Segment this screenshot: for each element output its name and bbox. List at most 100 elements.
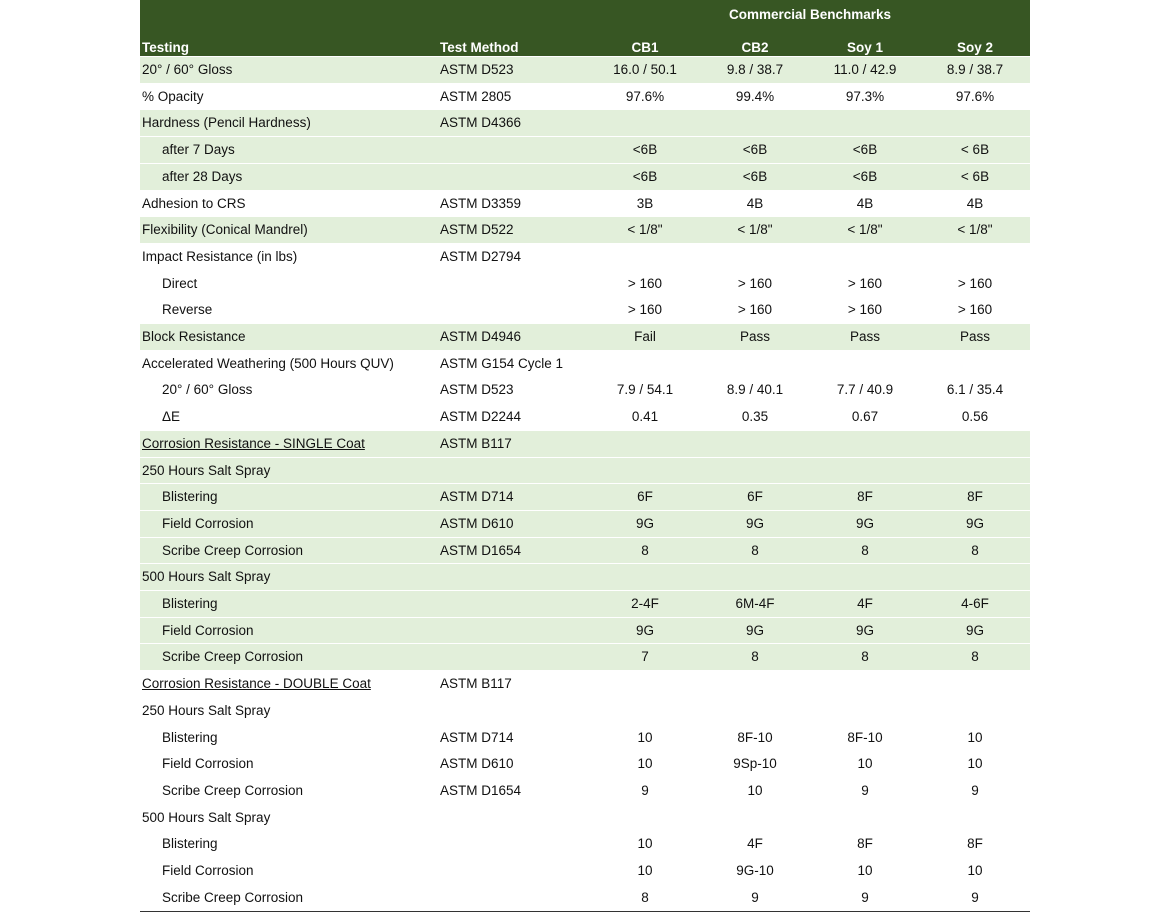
table-row: after 7 Days <6B <6B <6B < 6B — [140, 136, 1031, 164]
row-value: 8F — [810, 483, 920, 511]
row-value — [810, 563, 920, 591]
row-value — [920, 563, 1031, 591]
table-row: Corrosion Resistance - DOUBLE Coat ASTM B… — [140, 670, 1031, 698]
row-value: 9 — [861, 782, 869, 798]
row-label-text: 500 Hours Salt Spray — [142, 569, 271, 585]
row-method — [438, 643, 590, 671]
row-label-text: Field Corrosion — [162, 756, 254, 772]
row-value — [810, 350, 920, 377]
row-value: 8 — [920, 643, 1031, 671]
row-label: Accelerated Weathering (500 Hours QUV) — [140, 350, 438, 377]
row-value — [920, 671, 1030, 698]
row-label-text: Scribe Creep Corrosion — [162, 649, 304, 665]
row-label-text: Scribe Creep Corrosion — [162, 889, 304, 905]
row-value — [920, 697, 1030, 724]
table-row: Impact Resistance (in lbs) ASTM D2794 — [140, 243, 1031, 270]
row-value: > 160 — [627, 302, 663, 318]
row-value — [810, 457, 920, 484]
row-value: 0.35 — [741, 409, 769, 425]
row-value — [810, 697, 920, 724]
row-label-text: % Opacity — [142, 88, 204, 104]
row-value — [590, 671, 700, 698]
row-label: Field Corrosion — [140, 751, 438, 778]
table-row: 20° / 60° Gloss ASTM D523 16.0 / 50.1 9.8 /… — [140, 56, 1031, 84]
row-value — [700, 430, 810, 458]
row-method — [438, 563, 590, 591]
row-value: 9Sp-10 — [733, 756, 777, 772]
col-header-cb1: CB1 — [590, 28, 700, 57]
row-value: 8.9 / 38.7 — [920, 56, 1031, 84]
col-header-soy2: Soy 2 — [920, 28, 1031, 57]
row-value — [920, 109, 1031, 137]
row-method: ASTM D523 — [438, 56, 590, 84]
row-label: 20° / 60° Gloss — [140, 56, 438, 84]
row-method: ASTM D522 — [438, 216, 590, 244]
row-value — [810, 243, 920, 270]
row-method: ASTM 2805 — [440, 88, 512, 104]
row-value: <6B — [700, 136, 810, 164]
table-row: 20° / 60° Gloss ASTM D523 7.9 / 54.1 8.9 / … — [140, 376, 1031, 404]
row-value: 16.0 / 50.1 — [590, 56, 700, 84]
row-value: 10 — [637, 756, 653, 772]
row-method: ASTM D1654 — [438, 537, 590, 564]
row-value: 4B — [746, 195, 764, 211]
row-label-text: Adhesion to CRS — [142, 195, 246, 211]
row-label-text: Blistering — [162, 596, 218, 612]
row-label: after 7 Days — [140, 136, 438, 164]
table-row: 500 Hours Salt Spray — [140, 804, 1031, 831]
row-label: Blistering — [140, 590, 438, 618]
row-value: 9G — [810, 510, 920, 538]
row-value: Pass — [810, 323, 920, 351]
row-value: 9G — [700, 510, 810, 538]
table-row: Field Corrosion 9G 9G 9G 9G — [140, 617, 1031, 644]
table-row: % Opacity ASTM 2805 97.6% 99.4% 97.3% 97.6% — [140, 83, 1031, 110]
table-row: Field Corrosion 10 9G-10 10 10 — [140, 857, 1031, 885]
row-value: 0.56 — [961, 409, 989, 425]
row-value: 8F — [920, 483, 1031, 511]
row-method: ASTM D4946 — [438, 323, 590, 351]
row-label-text: after 7 Days — [162, 142, 235, 158]
row-label-text: Scribe Creep Corrosion — [162, 782, 304, 798]
row-method — [438, 804, 590, 831]
row-label-text: after 28 Days — [162, 168, 243, 184]
row-value: 10 — [967, 863, 983, 879]
row-value: 10 — [967, 756, 983, 772]
row-value — [700, 457, 810, 484]
row-value: 6M-4F — [700, 590, 810, 618]
row-method — [438, 858, 590, 885]
row-value — [920, 804, 1030, 831]
row-value: 97.6% — [625, 88, 665, 104]
row-value: < 1/8" — [700, 216, 810, 244]
row-label: Scribe Creep Corrosion — [140, 537, 438, 564]
col-header-method: Test Method — [438, 28, 590, 57]
row-label: Corrosion Resistance - SINGLE Coat — [140, 430, 438, 458]
table-row: Corrosion Resistance - SINGLE Coat ASTM B… — [140, 430, 1031, 458]
table-row: Direct > 160 > 160 > 160 > 160 — [140, 270, 1031, 297]
row-value — [590, 563, 700, 591]
header-spacer — [140, 0, 590, 28]
row-value — [810, 671, 920, 698]
row-value: > 160 — [847, 302, 883, 318]
row-value: 9G — [590, 617, 700, 644]
row-value: 8 — [590, 537, 700, 564]
row-value: 4F — [747, 836, 763, 852]
row-label: Flexibility (Conical Mandrel) — [140, 216, 438, 244]
row-value — [700, 109, 810, 137]
row-value: <6B — [810, 136, 920, 164]
row-label-text: ΔE — [162, 409, 181, 425]
row-value: 4B — [856, 195, 874, 211]
row-value: 4B — [966, 195, 984, 211]
row-value: 2-4F — [590, 590, 700, 618]
row-value: 9 — [700, 884, 810, 912]
row-value — [920, 350, 1030, 377]
row-value — [810, 804, 920, 831]
row-value: <6B — [590, 136, 700, 164]
row-value: 8 — [810, 643, 920, 671]
table-row: Field Corrosion ASTM D610 10 9Sp-10 10 10 — [140, 750, 1031, 778]
row-method — [438, 163, 590, 191]
row-value: 8.9 / 40.1 — [726, 382, 784, 398]
col-header-testing: Testing — [140, 28, 438, 57]
row-value — [590, 109, 700, 137]
row-value — [590, 243, 700, 270]
table-row: 250 Hours Salt Spray — [140, 697, 1031, 724]
